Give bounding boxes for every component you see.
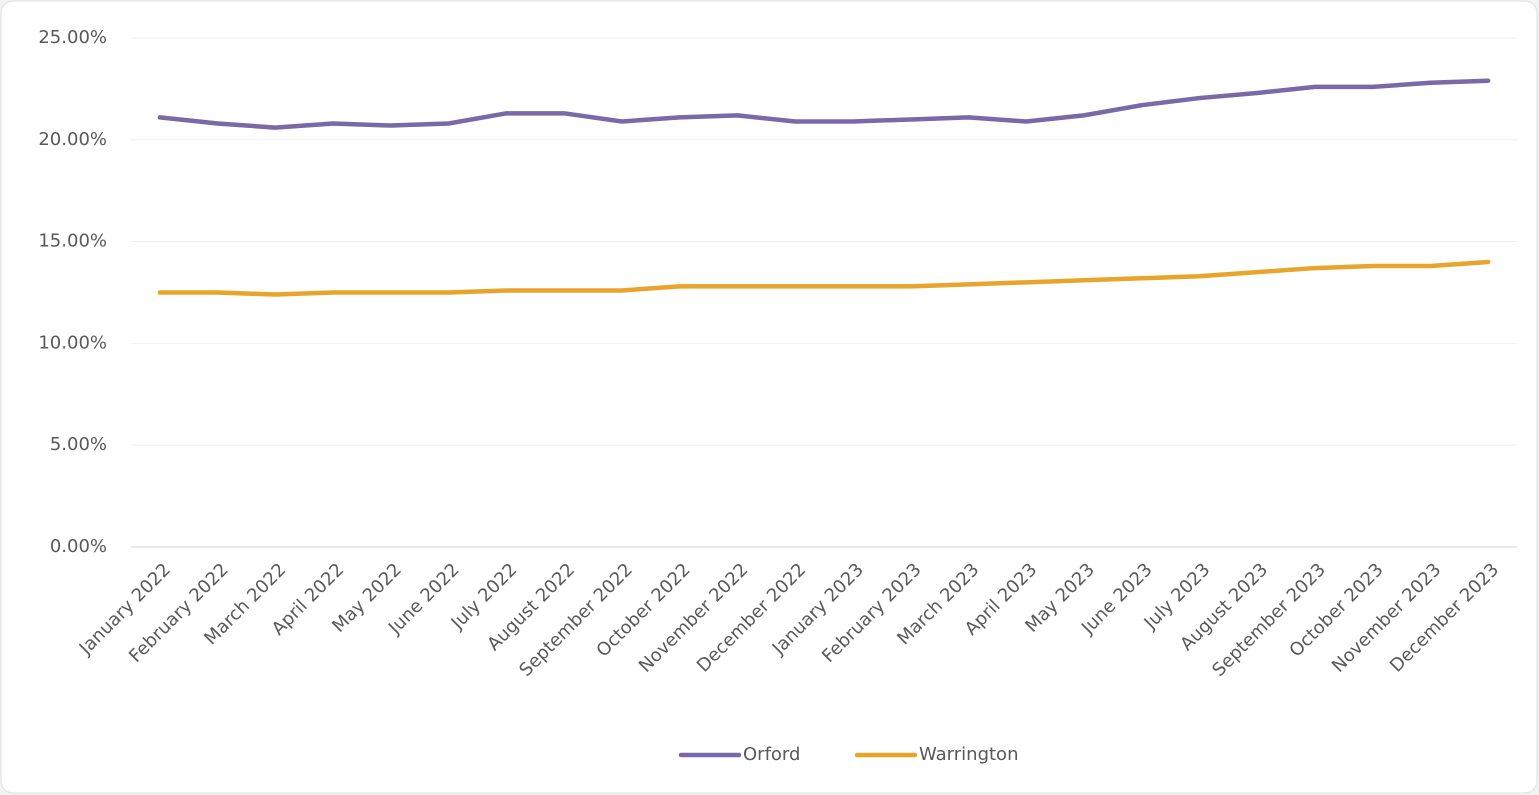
legend-label: Warrington <box>919 744 1018 765</box>
y-tick-label: 10.00% <box>38 332 107 353</box>
series-line <box>157 78 1491 130</box>
legend-label: Orford <box>743 744 800 765</box>
y-tick-label: 5.00% <box>50 434 107 455</box>
y-tick-label: 15.00% <box>38 231 107 252</box>
y-tick-label: 20.00% <box>38 129 107 150</box>
series-line <box>157 259 1491 297</box>
y-tick-label: 25.00% <box>38 27 107 48</box>
y-tick-label: 0.00% <box>50 536 107 557</box>
